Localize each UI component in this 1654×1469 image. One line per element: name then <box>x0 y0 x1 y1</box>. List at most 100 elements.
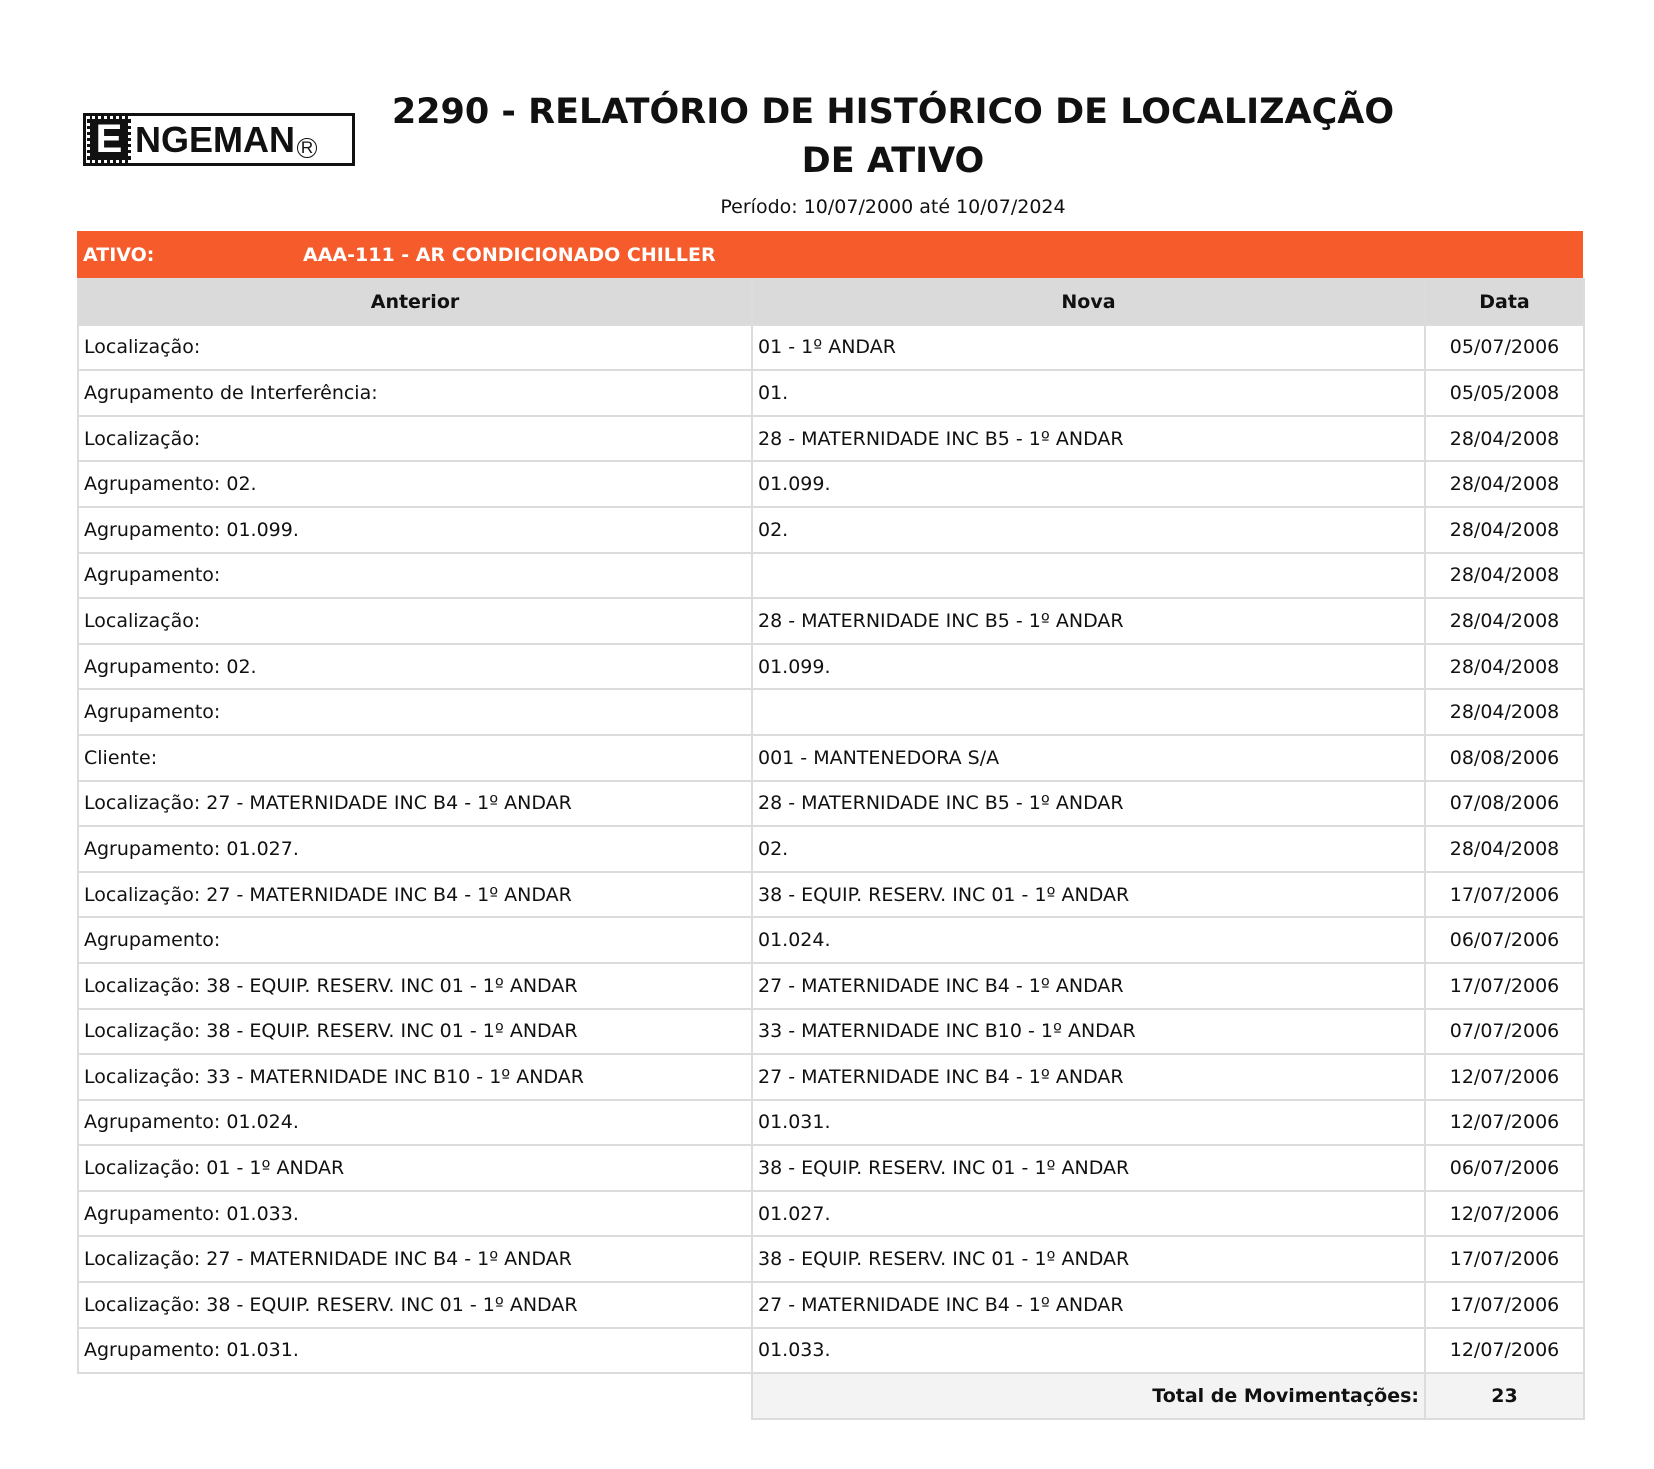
cell-data: 12/07/2006 <box>1424 1326 1585 1375</box>
table-row: Agrupamento: 01.031. 01.033. 12/07/2006 <box>77 1326 1585 1375</box>
cell-nova: 01.099. <box>751 642 1426 691</box>
cell-nova: 38 - EQUIP. RESERV. INC 01 - 1º ANDAR <box>751 870 1426 919</box>
cell-data: 07/07/2006 <box>1424 1007 1585 1056</box>
cell-nova <box>751 551 1426 600</box>
cell-anterior: Agrupamento: 01.031. <box>77 1326 753 1375</box>
cell-nova: 01. <box>751 369 1426 417</box>
cell-anterior: Localização: 38 - EQUIP. RESERV. INC 01 … <box>77 961 753 1010</box>
cell-nova: 02. <box>751 505 1426 554</box>
cell-data: 17/07/2006 <box>1424 1281 1585 1329</box>
total-value: 23 <box>1424 1372 1585 1420</box>
cell-nova <box>751 688 1426 736</box>
cell-data: 28/04/2008 <box>1424 688 1585 736</box>
cell-nova: 28 - MATERNIDADE INC B5 - 1º ANDAR <box>751 779 1426 828</box>
report-period: Período: 10/07/2000 até 10/07/2024 <box>720 196 1066 218</box>
table-row: Agrupamento: 02. 01.099. 28/04/2008 <box>77 460 1585 508</box>
cell-nova: 01.099. <box>751 460 1426 508</box>
cell-data: 06/07/2006 <box>1424 1144 1585 1192</box>
table-row: Localização: 27 - MATERNIDADE INC B4 - 1… <box>77 870 1585 919</box>
table-row: Localização: 27 - MATERNIDADE INC B4 - 1… <box>77 779 1585 828</box>
cell-data: 12/07/2006 <box>1424 1189 1585 1238</box>
table-row: Localização: 27 - MATERNIDADE INC B4 - 1… <box>77 1235 1585 1284</box>
cell-anterior: Localização: 38 - EQUIP. RESERV. INC 01 … <box>77 1007 753 1056</box>
report-title: 2290 - RELATÓRIO DE HISTÓRICO DE LOCALIZ… <box>391 92 1395 181</box>
cell-nova: 01.027. <box>751 1189 1426 1238</box>
column-header-nova: Nova <box>751 278 1426 326</box>
asset-label: ATIVO: <box>83 243 155 266</box>
table-row: Agrupamento: 01.033. 01.027. 12/07/2006 <box>77 1189 1585 1238</box>
cell-anterior: Agrupamento: <box>77 551 753 600</box>
cell-data: 07/08/2006 <box>1424 779 1585 828</box>
table-row: Localização: 28 - MATERNIDADE INC B5 - 1º… <box>77 414 1585 463</box>
cell-anterior: Localização: <box>77 597 753 645</box>
cell-nova: 27 - MATERNIDADE INC B4 - 1º ANDAR <box>751 1281 1426 1329</box>
total-label: Total de Movimentações: <box>751 1372 1426 1420</box>
cell-nova: 33 - MATERNIDADE INC B10 - 1º ANDAR <box>751 1007 1426 1056</box>
cell-anterior: Agrupamento: <box>77 688 753 736</box>
table-row: Agrupamento: 28/04/2008 <box>77 551 1585 600</box>
cell-anterior: Localização: 27 - MATERNIDADE INC B4 - 1… <box>77 1235 753 1284</box>
column-header-anterior: Anterior <box>77 278 753 326</box>
cell-data: 05/05/2008 <box>1424 369 1585 417</box>
cell-data: 28/04/2008 <box>1424 597 1585 645</box>
cell-nova: 27 - MATERNIDADE INC B4 - 1º ANDAR <box>751 1053 1426 1101</box>
cell-data: 28/04/2008 <box>1424 642 1585 691</box>
cell-data: 06/07/2006 <box>1424 916 1585 964</box>
table-row: Localização: 38 - EQUIP. RESERV. INC 01 … <box>77 961 1585 1010</box>
table-row: Agrupamento: 01.027. 02. 28/04/2008 <box>77 825 1585 873</box>
cell-data: 28/04/2008 <box>1424 460 1585 508</box>
cell-data: 17/07/2006 <box>1424 961 1585 1010</box>
cell-data: 08/08/2006 <box>1424 733 1585 782</box>
table-row: Agrupamento: 28/04/2008 <box>77 688 1585 736</box>
cell-anterior: Agrupamento de Interferência: <box>77 369 753 417</box>
cell-nova: 28 - MATERNIDADE INC B5 - 1º ANDAR <box>751 597 1426 645</box>
table-row: Localização: 01 - 1º ANDAR 38 - EQUIP. RE… <box>77 1144 1585 1192</box>
engeman-logo: E NGEMAN R <box>83 113 355 166</box>
cell-nova: 01.031. <box>751 1098 1426 1147</box>
cell-anterior: Localização: <box>77 414 753 463</box>
cell-anterior: Localização: 33 - MATERNIDADE INC B10 - … <box>77 1053 753 1101</box>
cell-anterior: Localização: 27 - MATERNIDADE INC B4 - 1… <box>77 870 753 919</box>
cell-data: 28/04/2008 <box>1424 505 1585 554</box>
cell-nova: 38 - EQUIP. RESERV. INC 01 - 1º ANDAR <box>751 1144 1426 1192</box>
table-row: Agrupamento: 01.024. 06/07/2006 <box>77 916 1585 964</box>
cell-anterior: Localização: <box>77 323 753 372</box>
cell-anterior: Agrupamento: 01.024. <box>77 1098 753 1147</box>
cell-anterior: Cliente: <box>77 733 753 782</box>
column-header-data: Data <box>1424 278 1585 326</box>
cell-data: 28/04/2008 <box>1424 825 1585 873</box>
table-row: Agrupamento: 01.099. 02. 28/04/2008 <box>77 505 1585 554</box>
cell-nova: 38 - EQUIP. RESERV. INC 01 - 1º ANDAR <box>751 1235 1426 1284</box>
cell-data: 12/07/2006 <box>1424 1098 1585 1147</box>
total-row: Total de Movimentações: 23 <box>78 1372 1585 1420</box>
cell-nova: 01 - 1º ANDAR <box>751 323 1426 372</box>
cell-nova: 28 - MATERNIDADE INC B5 - 1º ANDAR <box>751 414 1426 463</box>
table-row: Agrupamento: 02. 01.099. 28/04/2008 <box>77 642 1585 691</box>
table-row: Localização: 38 - EQUIP. RESERV. INC 01 … <box>77 1007 1585 1056</box>
table-row: Agrupamento de Interferência: 01. 05/05/20… <box>77 369 1585 417</box>
asset-value: AAA-111 - AR CONDICIONADO CHILLER <box>303 243 716 266</box>
cell-anterior: Agrupamento: 02. <box>77 460 753 508</box>
table-header: Anterior Nova Data <box>77 278 1585 326</box>
asset-banner: ATIVO: AAA-111 - AR CONDICIONADO CHILLER <box>77 231 1583 278</box>
table-row: Localização: 38 - EQUIP. RESERV. INC 01 … <box>77 1281 1585 1329</box>
cell-data: 17/07/2006 <box>1424 1235 1585 1284</box>
cell-data: 28/04/2008 <box>1424 414 1585 463</box>
table-row: Cliente: 001 - MANTENEDORA S/A 08/08/2006 <box>77 733 1585 782</box>
cell-anterior: Agrupamento: 01.027. <box>77 825 753 873</box>
table-row: Agrupamento: 01.024. 01.031. 12/07/2006 <box>77 1098 1585 1147</box>
history-table: Anterior Nova Data Localização: 01 - 1º A… <box>77 278 1585 1420</box>
cell-data: 17/07/2006 <box>1424 870 1585 919</box>
cell-anterior: Agrupamento: 01.033. <box>77 1189 753 1238</box>
cell-anterior: Localização: 27 - MATERNIDADE INC B4 - 1… <box>77 779 753 828</box>
cell-data: 12/07/2006 <box>1424 1053 1585 1101</box>
cell-nova: 001 - MANTENEDORA S/A <box>751 733 1426 782</box>
cell-anterior: Localização: 38 - EQUIP. RESERV. INC 01 … <box>77 1281 753 1329</box>
cell-nova: 01.024. <box>751 916 1426 964</box>
cell-anterior: Agrupamento: <box>77 916 753 964</box>
cell-anterior: Agrupamento: 01.099. <box>77 505 753 554</box>
cell-anterior: Agrupamento: 02. <box>77 642 753 691</box>
cell-data: 28/04/2008 <box>1424 551 1585 600</box>
table-row: Localização: 28 - MATERNIDADE INC B5 - 1º… <box>77 597 1585 645</box>
